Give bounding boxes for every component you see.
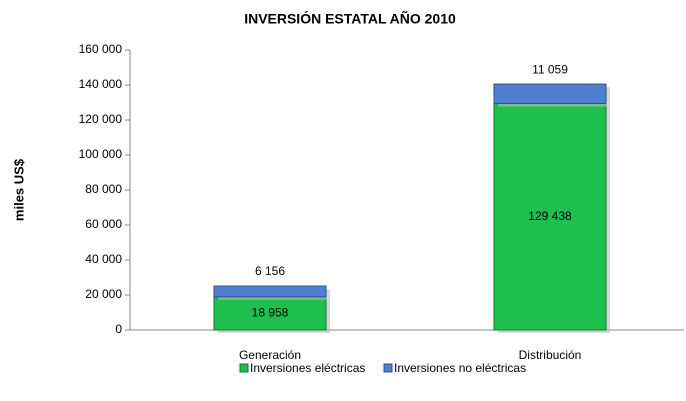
bar-segment: [213, 285, 327, 298]
data-label: 6 156: [255, 264, 285, 278]
legend-label: Inversiones no eléctricas: [394, 361, 526, 375]
data-label: 18 958: [252, 306, 289, 320]
y-tick-label: 80 000: [85, 182, 122, 196]
bar-segment: [493, 83, 607, 104]
y-tick-label: 20 000: [85, 287, 122, 301]
y-tick-label: 100 000: [79, 147, 123, 161]
y-tick-label: 120 000: [79, 112, 123, 126]
legend-swatch: [383, 363, 393, 373]
data-label: 129 438: [528, 209, 572, 223]
bar-segment: [493, 102, 607, 331]
legend-label: Inversiones eléctricas: [250, 361, 365, 375]
x-tick-label: Generación: [239, 348, 301, 362]
legend-swatch: [239, 363, 249, 373]
x-tick-label: Distribución: [519, 348, 582, 362]
chart-title: INVERSIÓN ESTATAL AÑO 2010: [244, 10, 456, 27]
y-tick-label: 60 000: [85, 217, 122, 231]
y-tick-label: 40 000: [85, 252, 122, 266]
y-tick-label: 140 000: [79, 77, 123, 91]
data-label: 11 059: [532, 62, 568, 76]
y-tick-label: 0: [115, 322, 122, 336]
bar-segment: [213, 296, 327, 331]
y-tick-label: 160 000: [79, 42, 123, 56]
y-axis-label: miles US$: [11, 158, 26, 221]
